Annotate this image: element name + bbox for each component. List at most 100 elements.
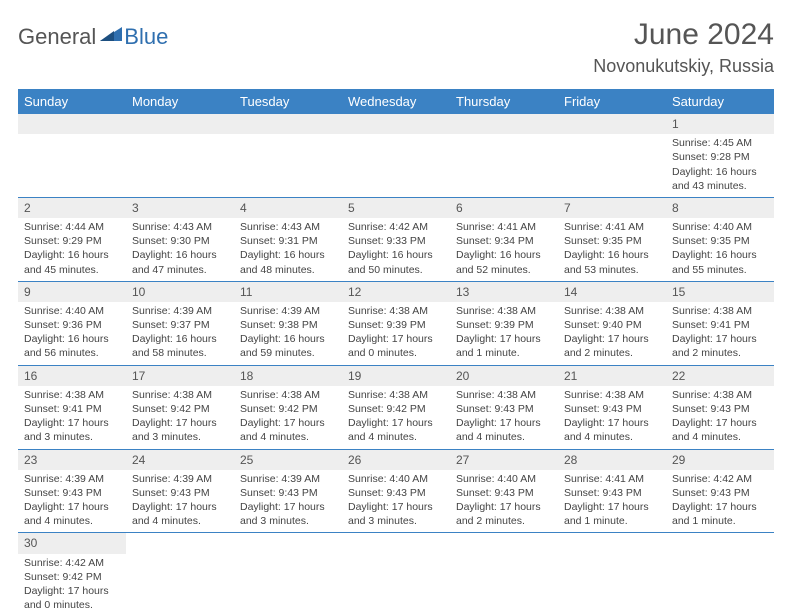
calendar-cell xyxy=(342,533,450,616)
day-dl1: Daylight: 16 hours xyxy=(456,248,552,262)
day-sr: Sunrise: 4:39 AM xyxy=(24,472,120,486)
day-dl2: and 4 minutes. xyxy=(24,514,120,528)
day-sr: Sunrise: 4:42 AM xyxy=(348,220,444,234)
weekday-header: Saturday xyxy=(666,89,774,114)
day-sr: Sunrise: 4:38 AM xyxy=(456,388,552,402)
day-number: 22 xyxy=(666,366,774,386)
day-ss: Sunset: 9:43 PM xyxy=(456,402,552,416)
day-dl2: and 4 minutes. xyxy=(672,430,768,444)
weekday-header-row: Sunday Monday Tuesday Wednesday Thursday… xyxy=(18,89,774,114)
day-sr: Sunrise: 4:40 AM xyxy=(672,220,768,234)
day-number: 21 xyxy=(558,366,666,386)
day-dl2: and 4 minutes. xyxy=(240,430,336,444)
day-number-bar: 13 xyxy=(450,282,558,302)
day-number: 4 xyxy=(234,198,342,218)
day-number: 5 xyxy=(342,198,450,218)
calendar-cell xyxy=(18,114,126,197)
calendar-cell: 9Sunrise: 4:40 AMSunset: 9:36 PMDaylight… xyxy=(18,281,126,365)
calendar-cell: 4Sunrise: 4:43 AMSunset: 9:31 PMDaylight… xyxy=(234,197,342,281)
day-content: Sunrise: 4:43 AMSunset: 9:31 PMDaylight:… xyxy=(234,218,342,281)
day-number-bar: 6 xyxy=(450,198,558,218)
calendar-cell: 23Sunrise: 4:39 AMSunset: 9:43 PMDayligh… xyxy=(18,449,126,533)
day-content-empty xyxy=(666,554,774,606)
day-content: Sunrise: 4:38 AMSunset: 9:39 PMDaylight:… xyxy=(342,302,450,365)
day-dl2: and 4 minutes. xyxy=(132,514,228,528)
day-dl1: Daylight: 17 hours xyxy=(564,416,660,430)
day-dl2: and 3 minutes. xyxy=(240,514,336,528)
day-sr: Sunrise: 4:38 AM xyxy=(564,388,660,402)
day-dl2: and 58 minutes. xyxy=(132,346,228,360)
day-dl1: Daylight: 17 hours xyxy=(456,500,552,514)
calendar-cell xyxy=(558,533,666,616)
day-ss: Sunset: 9:35 PM xyxy=(672,234,768,248)
day-content: Sunrise: 4:44 AMSunset: 9:29 PMDaylight:… xyxy=(18,218,126,281)
day-number-bar xyxy=(126,533,234,553)
day-content: Sunrise: 4:41 AMSunset: 9:34 PMDaylight:… xyxy=(450,218,558,281)
calendar-cell: 21 Sunrise: 4:38 AMSunset: 9:43 PMDayligh… xyxy=(558,365,666,449)
day-dl1: Daylight: 17 hours xyxy=(564,500,660,514)
day-content: Sunrise: 4:38 AMSunset: 9:42 PMDaylight:… xyxy=(126,386,234,449)
day-ss: Sunset: 9:43 PM xyxy=(564,402,660,416)
day-dl2: and 52 minutes. xyxy=(456,263,552,277)
day-ss: Sunset: 9:40 PM xyxy=(564,318,660,332)
day-number-bar xyxy=(234,533,342,553)
day-dl2: and 2 minutes. xyxy=(456,514,552,528)
day-number-bar xyxy=(342,114,450,134)
day-number: 11 xyxy=(234,282,342,302)
day-dl1: Daylight: 16 hours xyxy=(348,248,444,262)
day-content: Sunrise: 4:38 AMSunset: 9:42 PMDaylight:… xyxy=(234,386,342,449)
day-sr: Sunrise: 4:38 AM xyxy=(456,304,552,318)
day-number-bar: 28 xyxy=(558,450,666,470)
day-number: 6 xyxy=(450,198,558,218)
day-ss: Sunset: 9:39 PM xyxy=(456,318,552,332)
day-ss: Sunset: 9:29 PM xyxy=(24,234,120,248)
calendar-table: Sunday Monday Tuesday Wednesday Thursday… xyxy=(18,89,774,616)
day-sr: Sunrise: 4:45 AM xyxy=(672,136,768,150)
day-number: 20 xyxy=(450,366,558,386)
calendar-cell: 14Sunrise: 4:38 AMSunset: 9:40 PMDayligh… xyxy=(558,281,666,365)
calendar-cell xyxy=(126,533,234,616)
day-ss: Sunset: 9:41 PM xyxy=(672,318,768,332)
day-number-bar: 21 xyxy=(558,366,666,386)
day-number: 1 xyxy=(666,114,774,134)
calendar-cell xyxy=(450,533,558,616)
day-content-empty xyxy=(126,554,234,606)
day-sr: Sunrise: 4:39 AM xyxy=(240,472,336,486)
day-dl1: Daylight: 17 hours xyxy=(348,416,444,430)
day-dl2: and 2 minutes. xyxy=(672,346,768,360)
day-content: Sunrise: 4:40 AMSunset: 9:36 PMDaylight:… xyxy=(18,302,126,365)
month-title: June 2024 xyxy=(593,18,774,52)
day-number-bar: 4 xyxy=(234,198,342,218)
day-ss: Sunset: 9:33 PM xyxy=(348,234,444,248)
day-number-bar: 5 xyxy=(342,198,450,218)
day-number: 24 xyxy=(126,450,234,470)
day-content-empty xyxy=(450,554,558,606)
day-dl2: and 47 minutes. xyxy=(132,263,228,277)
day-number-bar xyxy=(450,533,558,553)
day-ss: Sunset: 9:31 PM xyxy=(240,234,336,248)
calendar-cell: 17Sunrise: 4:38 AMSunset: 9:42 PMDayligh… xyxy=(126,365,234,449)
day-content: Sunrise: 4:38 AMSunset: 9:43 PMDaylight:… xyxy=(450,386,558,449)
day-dl1: Daylight: 17 hours xyxy=(132,416,228,430)
day-content: Sunrise: 4:43 AMSunset: 9:30 PMDaylight:… xyxy=(126,218,234,281)
day-number-bar: 20 xyxy=(450,366,558,386)
calendar-cell: 20Sunrise: 4:38 AMSunset: 9:43 PMDayligh… xyxy=(450,365,558,449)
day-ss: Sunset: 9:30 PM xyxy=(132,234,228,248)
day-dl1: Daylight: 17 hours xyxy=(348,500,444,514)
day-number-bar: 14 xyxy=(558,282,666,302)
day-dl1: Daylight: 17 hours xyxy=(24,416,120,430)
day-number: 15 xyxy=(666,282,774,302)
day-sr: Sunrise: 4:43 AM xyxy=(240,220,336,234)
day-number-bar xyxy=(234,114,342,134)
calendar-cell: 8Sunrise: 4:40 AMSunset: 9:35 PMDaylight… xyxy=(666,197,774,281)
day-number-bar: 23 xyxy=(18,450,126,470)
location-label: Novonukutskiy, Russia xyxy=(593,56,774,77)
day-content: Sunrise: 4:39 AMSunset: 9:43 PMDaylight:… xyxy=(234,470,342,533)
day-content-empty xyxy=(18,134,126,186)
day-number-bar xyxy=(342,533,450,553)
day-dl1: Daylight: 17 hours xyxy=(240,500,336,514)
day-number: 18 xyxy=(234,366,342,386)
day-content: Sunrise: 4:42 AMSunset: 9:43 PMDaylight:… xyxy=(666,470,774,533)
header: General Blue June 2024 Novonukutskiy, Ru… xyxy=(18,18,774,77)
day-number-bar: 26 xyxy=(342,450,450,470)
